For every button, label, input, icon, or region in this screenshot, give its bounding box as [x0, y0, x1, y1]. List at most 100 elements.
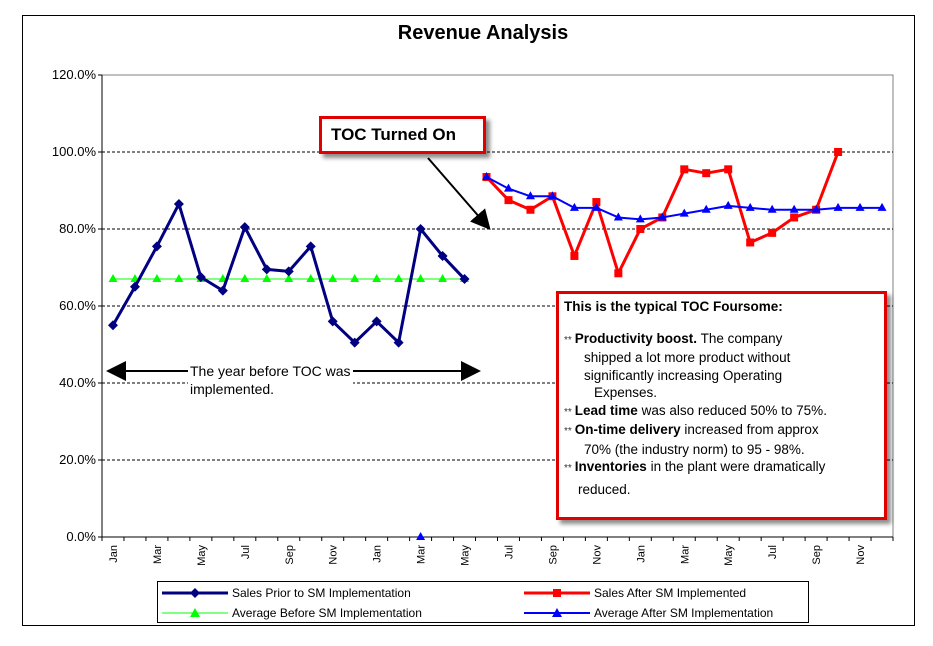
point-sales-prior: [283, 266, 294, 277]
point-sales-after: [724, 165, 733, 174]
y-axis: 0.0% 20.0% 40.0% 60.0% 80.0% 100.0% 120.0%: [52, 67, 103, 544]
point-average-before: [438, 274, 448, 283]
x-tick-label: May: [460, 545, 472, 566]
point-average-after: [855, 202, 865, 211]
year-before-note: The year before TOC was implemented.: [188, 362, 353, 398]
point-sales-after: [504, 196, 513, 205]
legend-entry-sales-after: Sales After SM Implemented: [524, 584, 746, 602]
point-sales-after: [570, 251, 579, 260]
point-sales-prior: [305, 241, 316, 252]
x-tick-label: Sep: [284, 545, 296, 565]
point-average-after: [789, 204, 799, 213]
point-average-after: [745, 202, 755, 211]
x-tick-label: Nov: [855, 545, 867, 565]
x-tick-label: Jul: [767, 545, 779, 559]
point-sales-prior: [107, 320, 118, 331]
y-tick-label: 40.0%: [59, 375, 96, 390]
year-before-line2: implemented.: [190, 381, 275, 397]
point-average-before: [416, 274, 426, 283]
x-tick-label: Jan: [372, 545, 384, 563]
x-tick-label: Jan: [635, 545, 647, 563]
point-average-after-extra: [416, 532, 426, 540]
chart-legend: Sales Prior to SM Implementation Sales A…: [157, 581, 809, 623]
point-average-before: [108, 274, 118, 283]
point-sales-after: [614, 269, 623, 278]
point-average-after: [657, 212, 667, 221]
point-sales-prior: [173, 198, 184, 209]
point-average-before: [394, 274, 404, 283]
x-axis: Jan Mar May Jul Sep Nov Jan Mar May Jul Sep Nov Jan M…: [101, 536, 894, 566]
point-sales-prior: [129, 281, 140, 292]
point-sales-after: [702, 169, 711, 178]
point-average-after: [503, 183, 513, 192]
point-average-after: [525, 191, 535, 200]
foursome-item-on-time-delivery: ** On-time delivery increased from approx…: [564, 422, 819, 457]
foursome-item-lead-time: ** Lead time was also reduced 50% to 75%.: [564, 402, 827, 418]
point-average-after: [482, 172, 492, 181]
point-sales-after: [834, 148, 843, 156]
point-sales-prior: [151, 241, 162, 252]
chart-title: Revenue Analysis: [397, 22, 569, 44]
legend-entry-sales-prior: Sales Prior to SM Implementation: [162, 584, 411, 602]
toc-label: TOC Turned On: [331, 125, 456, 144]
point-sales-prior: [459, 274, 470, 285]
point-average-before: [152, 274, 162, 283]
point-sales-after: [768, 228, 777, 237]
point-sales-after: [592, 198, 601, 207]
legend-entry-average-after: Average After SM Implementation: [524, 604, 773, 622]
point-average-before: [174, 274, 184, 283]
point-average-after: [811, 204, 821, 213]
point-sales-prior: [437, 250, 448, 261]
point-average-after: [613, 212, 623, 221]
series-group: [107, 148, 887, 540]
y-tick-label: 80.0%: [59, 221, 96, 236]
year-before-line1: The year before TOC was: [190, 363, 351, 379]
point-sales-prior: [371, 316, 382, 327]
point-average-after: [679, 208, 689, 217]
y-tick-label: 0.0%: [66, 529, 96, 544]
point-average-before: [372, 274, 382, 283]
point-average-before: [262, 274, 272, 283]
point-sales-prior: [415, 224, 426, 234]
legend-entry-average-before: Average Before SM Implementation: [162, 604, 422, 622]
point-average-after: [877, 202, 887, 211]
point-average-after: [591, 202, 601, 211]
point-average-before: [350, 274, 360, 283]
point-average-before: [240, 274, 250, 283]
x-tick-label: Mar: [152, 545, 164, 564]
point-average-before: [284, 274, 294, 283]
point-sales-after: [746, 238, 755, 247]
point-sales-prior: [261, 264, 272, 275]
x-tick-label: Sep: [811, 545, 823, 565]
foursome-title: This is the typical TOC Foursome:: [564, 299, 783, 314]
point-sales-after: [526, 205, 535, 214]
x-tick-label: Mar: [679, 545, 691, 564]
x-tick-label: Jul: [240, 545, 252, 559]
annotation-arrows: [106, 157, 491, 381]
x-tick-label: May: [723, 545, 735, 566]
point-average-after: [767, 204, 777, 213]
point-average-after: [569, 202, 579, 211]
toc-turned-on-callout: TOC Turned On: [319, 116, 486, 154]
point-average-before: [328, 274, 338, 283]
point-sales-prior: [195, 272, 206, 283]
point-sales-prior: [393, 337, 404, 348]
point-average-after: [723, 200, 733, 209]
x-tick-label: Nov: [328, 545, 340, 565]
point-sales-prior: [217, 285, 228, 296]
point-sales-after: [790, 213, 799, 222]
x-tick-label: Jul: [503, 545, 515, 559]
x-tick-label: May: [196, 545, 208, 566]
x-tick-label: Nov: [591, 545, 603, 565]
point-sales-after: [680, 165, 689, 174]
point-average-before: [306, 274, 316, 283]
foursome-item-productivity: ** Productivity boost. The company shippe…: [564, 330, 791, 401]
y-tick-label: 100.0%: [52, 144, 97, 159]
toc-foursome-callout: This is the typical TOC Foursome: ** Prod…: [556, 291, 887, 520]
point-average-after: [547, 191, 557, 200]
y-tick-label: 120.0%: [52, 67, 97, 82]
point-sales-prior: [239, 222, 250, 233]
x-tick-label: Sep: [547, 545, 559, 565]
y-tick-label: 20.0%: [59, 452, 96, 467]
